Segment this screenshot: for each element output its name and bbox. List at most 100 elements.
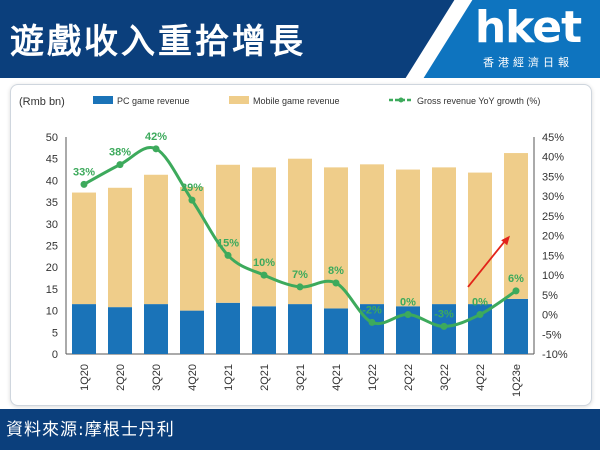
y-tick-label: 10 (46, 306, 58, 318)
bar-pc-4Q21 (324, 308, 348, 354)
x-tick-label: 1Q22 (367, 364, 379, 391)
growth-label-1Q21: 15% (217, 237, 239, 249)
logo-main-text: hket (474, 2, 582, 53)
y-tick-label: 15 (46, 284, 58, 296)
y2-tick-label: 20% (542, 231, 564, 243)
hket-logo: hket 香港經濟日報 (462, 4, 594, 70)
legend-marker (398, 97, 404, 103)
bar-pc-1Q23e (504, 298, 528, 354)
y-tick-label: 50 (46, 132, 58, 144)
x-tick-label: 3Q20 (151, 364, 163, 391)
y2-tick-label: 35% (542, 171, 564, 183)
header-banner: 遊戲收入重拾增長 hket 香港經濟日報 (0, 0, 600, 78)
growth-label-2Q20: 38% (109, 147, 131, 159)
y2-tick-label: 25% (542, 211, 564, 223)
y2-tick-label: 5% (542, 290, 558, 302)
y2-tick-label: -5% (542, 329, 562, 341)
x-tick-label: 4Q20 (187, 364, 199, 391)
bar-mobile-4Q20 (180, 186, 204, 311)
y-tick-label: 5 (52, 327, 58, 339)
logo-sub-text: 香港經濟日報 (483, 56, 573, 69)
bar-mobile-1Q21 (216, 164, 240, 303)
growth-label-3Q20: 42% (145, 131, 167, 143)
growth-label-2Q21: 10% (253, 257, 275, 269)
y-tick-label: 25 (46, 241, 58, 253)
x-tick-label: 4Q21 (331, 364, 343, 391)
growth-point-3Q21 (296, 283, 304, 291)
bar-pc-3Q21 (288, 304, 312, 354)
trend-arrow-shaft (467, 239, 507, 288)
bar-mobile-2Q21 (252, 167, 276, 307)
y-tick-label: 40 (46, 175, 58, 187)
bar-mobile-3Q20 (144, 174, 168, 305)
growth-label-4Q20: 29% (181, 182, 203, 194)
growth-point-3Q22 (440, 322, 448, 330)
revenue-chart: (Rmb bn) PC game revenue Mobile game reven… (19, 96, 568, 397)
growth-point-4Q20 (188, 196, 196, 204)
y-tick-label: 45 (46, 154, 58, 166)
growth-point-1Q22 (368, 318, 376, 326)
x-tick-label: 1Q20 (79, 364, 91, 391)
y2-tick-label: 30% (542, 191, 564, 203)
footer-bar: 資料來源:摩根士丹利 (0, 409, 600, 450)
y2-tick-label: 40% (542, 152, 564, 164)
growth-point-4Q21 (332, 279, 340, 287)
growth-label-4Q21: 8% (328, 265, 344, 277)
y2-tick-label: 15% (542, 250, 564, 262)
growth-point-4Q22 (476, 311, 484, 319)
y-axis-label: (Rmb bn) (19, 96, 65, 108)
legend-label-2: Gross revenue YoY growth (%) (417, 96, 540, 106)
bar-pc-1Q21 (216, 302, 240, 354)
bar-mobile-1Q22 (360, 164, 384, 305)
growth-point-2Q20 (116, 161, 124, 169)
y-tick-label: 0 (52, 349, 58, 361)
bar-mobile-3Q21 (288, 158, 312, 305)
growth-label-2Q22: 0% (400, 297, 416, 309)
growth-point-1Q20 (80, 180, 88, 188)
bar-pc-2Q21 (252, 306, 276, 354)
y2-tick-label: 0% (542, 310, 558, 322)
growth-point-2Q22 (404, 311, 412, 319)
bar-mobile-2Q22 (396, 169, 420, 307)
bar-pc-2Q20 (108, 307, 132, 354)
growth-point-1Q23e (512, 287, 520, 295)
bar-mobile-4Q21 (324, 167, 348, 309)
y2-tick-label: -10% (542, 349, 568, 361)
x-tick-label: 3Q22 (439, 364, 451, 391)
growth-point-3Q20 (152, 145, 160, 153)
y2-tick-label: 10% (542, 270, 564, 282)
growth-label-3Q21: 7% (292, 269, 308, 281)
growth-point-2Q21 (260, 271, 268, 279)
x-tick-label: 3Q21 (295, 364, 307, 391)
x-tick-label: 2Q22 (403, 364, 415, 391)
y-tick-label: 20 (46, 262, 58, 274)
growth-label-3Q22: -3% (434, 308, 454, 320)
bar-mobile-3Q22 (432, 167, 456, 305)
y-tick-label: 35 (46, 197, 58, 209)
growth-label-1Q23e: 6% (508, 273, 524, 285)
growth-point-1Q21 (224, 251, 232, 259)
chart-panel: (Rmb bn) PC game revenue Mobile game reven… (10, 84, 592, 406)
growth-label-1Q22: -2% (362, 304, 382, 316)
legend-label-1: Mobile game revenue (253, 96, 340, 106)
growth-label-4Q22: 0% (472, 297, 488, 309)
page-title: 遊戲收入重拾增長 (10, 22, 306, 62)
bar-pc-3Q20 (144, 304, 168, 354)
y2-tick-label: 45% (542, 132, 564, 144)
bar-mobile-1Q20 (72, 192, 96, 305)
bar-mobile-1Q23e (504, 153, 528, 299)
bar-mobile-4Q22 (468, 172, 492, 305)
trend-arrow-head (501, 235, 510, 246)
bar-mobile-2Q20 (108, 187, 132, 308)
legend-swatch-1 (229, 96, 249, 104)
x-tick-label: 1Q21 (223, 364, 235, 391)
x-tick-label: 4Q22 (475, 364, 487, 391)
bar-pc-4Q20 (180, 310, 204, 354)
legend-label-0: PC game revenue (117, 96, 190, 106)
bar-pc-1Q22 (360, 304, 384, 354)
bar-pc-1Q20 (72, 304, 96, 354)
legend-swatch-0 (93, 96, 113, 104)
x-tick-label: 1Q23e (511, 364, 523, 397)
x-tick-label: 2Q21 (259, 364, 271, 391)
source-note: 資料來源:摩根士丹利 (6, 420, 175, 440)
